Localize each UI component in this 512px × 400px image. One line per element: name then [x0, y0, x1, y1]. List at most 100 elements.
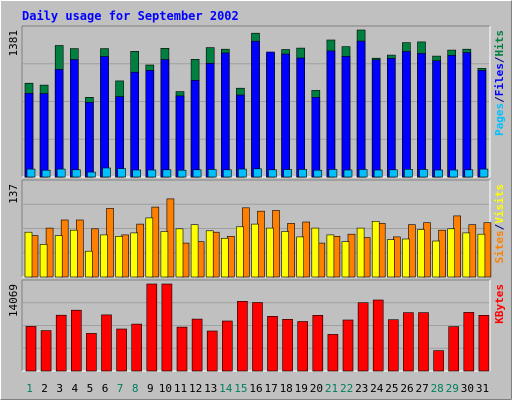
bar-visits-10 — [160, 231, 169, 278]
bar-pages-27 — [419, 169, 428, 178]
bar-visits-16 — [251, 223, 259, 278]
x-tick-label-31: 31 — [476, 382, 489, 395]
bar-visits-26 — [402, 238, 410, 278]
bar-pages-24 — [373, 169, 383, 178]
x-tick-label-24: 24 — [370, 382, 384, 395]
x-tick-label-10: 10 — [159, 382, 172, 395]
bar-visits-2 — [39, 244, 48, 278]
bar-visits-3 — [54, 235, 63, 278]
bar-pages-1 — [26, 168, 36, 178]
bar-files-4 — [70, 59, 79, 178]
bar-pages-4 — [72, 169, 81, 178]
bar-visits-7 — [115, 236, 123, 278]
bar-files-15 — [236, 94, 245, 178]
bar-visits-23 — [356, 227, 365, 278]
bar-files-2 — [39, 93, 49, 178]
bar-visits-24 — [371, 221, 380, 278]
legend-hits: Hits — [493, 30, 506, 57]
bar-visits-31 — [477, 233, 486, 278]
bar-kbytes-25 — [387, 319, 399, 372]
bar-visits-14 — [221, 238, 229, 278]
bar-files-17 — [266, 51, 275, 178]
bar-pages-10 — [162, 169, 172, 178]
bar-files-1 — [24, 93, 34, 178]
bar-visits-28 — [432, 240, 440, 278]
bar-kbytes-13 — [206, 330, 218, 372]
bar-pages-29 — [449, 169, 459, 178]
bar-files-26 — [402, 51, 411, 178]
x-tick-label-15: 15 — [234, 382, 247, 395]
bar-pages-17 — [268, 169, 277, 178]
x-tick-label-14: 14 — [219, 382, 233, 395]
bar-kbytes-12 — [191, 318, 203, 372]
x-tick-label-26: 26 — [400, 382, 413, 395]
legend-kbytes: KBytes — [493, 284, 506, 324]
bar-visits-1 — [24, 231, 33, 278]
bar-files-22 — [341, 56, 351, 178]
bar-visits-12 — [190, 224, 199, 278]
bar-pages-7 — [117, 168, 126, 178]
bar-visits-25 — [386, 239, 395, 278]
bar-pages-12 — [192, 169, 202, 178]
legend-panel-1: Pages/Files/Hits — [493, 30, 506, 136]
bar-kbytes-31 — [478, 314, 490, 372]
x-tick-label-5: 5 — [87, 382, 94, 395]
bar-files-18 — [281, 53, 290, 178]
bar-kbytes-6 — [101, 314, 112, 372]
bar-kbytes-22 — [342, 319, 354, 372]
bar-kbytes-19 — [297, 321, 309, 372]
x-tick-label-1: 1 — [26, 382, 33, 395]
x-tick-label-12: 12 — [189, 382, 202, 395]
bar-pages-22 — [343, 169, 353, 178]
bar-files-29 — [447, 55, 457, 178]
legend-pages: Pages — [493, 103, 506, 136]
x-tick-label-21: 21 — [325, 382, 338, 395]
bar-files-30 — [462, 52, 472, 178]
y-scale-label-panel-1: 1381 — [7, 30, 20, 57]
bar-pages-18 — [283, 169, 292, 178]
bar-files-5 — [85, 102, 94, 178]
bar-kbytes-2 — [40, 330, 52, 372]
bar-pages-9 — [147, 169, 157, 178]
x-tick-label-16: 16 — [249, 382, 262, 395]
bar-visits-13 — [205, 230, 214, 278]
bar-kbytes-9 — [146, 283, 158, 372]
bar-visits-30 — [462, 232, 471, 278]
bar-pages-20 — [313, 169, 323, 178]
x-tick-label-18: 18 — [280, 382, 293, 395]
bar-pages-30 — [464, 169, 474, 178]
bar-visits-6 — [100, 234, 108, 278]
bar-pages-21 — [328, 169, 338, 178]
bar-files-31 — [477, 70, 487, 178]
bar-pages-19 — [298, 169, 308, 178]
bar-kbytes-7 — [116, 328, 127, 372]
plot-area: 1381Pages/Files/Hits137Sites/Visits14069… — [7, 25, 506, 395]
bar-pages-31 — [479, 168, 489, 178]
bar-files-12 — [190, 80, 200, 178]
legend-panel-2: Sites/Visits — [493, 184, 506, 264]
x-tick-label-29: 29 — [446, 382, 459, 395]
bar-kbytes-1 — [25, 326, 37, 372]
bar-files-8 — [130, 71, 139, 178]
bar-pages-28 — [434, 169, 443, 178]
legend-panel-3: KBytes — [493, 284, 506, 324]
bar-pages-14 — [223, 169, 232, 178]
bar-kbytes-29 — [448, 326, 460, 372]
x-tick-label-22: 22 — [340, 382, 353, 395]
x-tick-label-17: 17 — [264, 382, 277, 395]
bar-kbytes-26 — [403, 312, 414, 372]
legend-sites: Sites — [493, 230, 506, 263]
bar-files-13 — [205, 62, 215, 178]
bar-visits-19 — [296, 236, 305, 278]
legend-visits: Visits — [493, 184, 506, 224]
bar-files-7 — [115, 96, 124, 178]
bar-files-11 — [175, 95, 185, 178]
x-tick-label-6: 6 — [102, 382, 109, 395]
x-tick-label-25: 25 — [385, 382, 398, 395]
bar-pages-6 — [102, 167, 111, 178]
bar-kbytes-27 — [418, 312, 429, 372]
bar-kbytes-11 — [176, 326, 188, 372]
bar-kbytes-3 — [55, 314, 67, 372]
x-tick-label-23: 23 — [355, 382, 368, 395]
